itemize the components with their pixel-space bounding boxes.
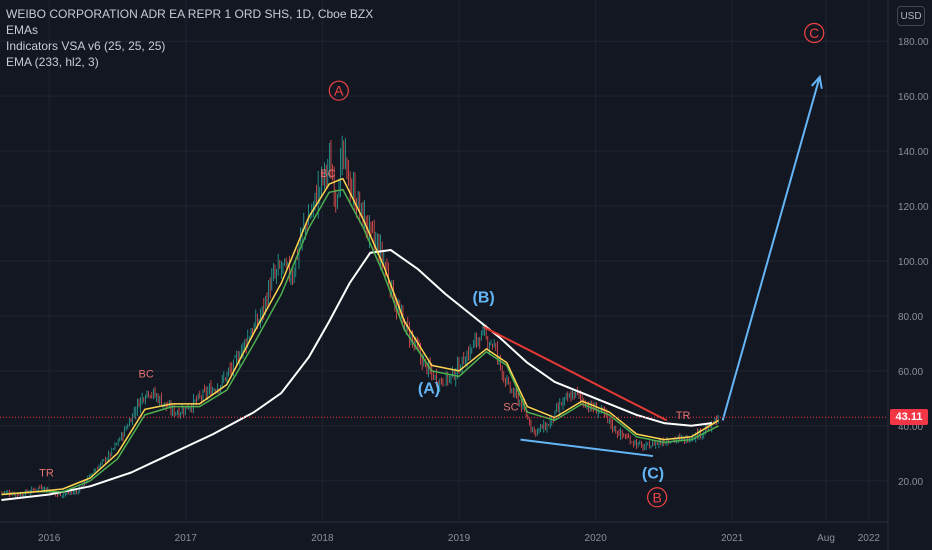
- x-tick-label: 2021: [721, 533, 744, 544]
- ema-line-ema-slow: [1, 177, 719, 496]
- wave-label-c: C: [809, 25, 819, 41]
- wave-label-blue: (A): [418, 380, 440, 397]
- time-axis[interactable]: 2016 2017 2018 2019 2020 2021 2022 Aug: [0, 521, 888, 544]
- currency-button[interactable]: USD: [897, 6, 925, 26]
- ema233-label[interactable]: EMA (233, hl2, 3): [6, 55, 99, 69]
- wave-label-b: B: [652, 489, 661, 505]
- candlesticks: [0, 135, 719, 499]
- y-tick-label: 120.00: [898, 202, 929, 213]
- chart-legend: WEIBO CORPORATION ADR EA REPR 1 ORD SHS,…: [6, 6, 373, 70]
- vsa-label: BC: [139, 369, 154, 381]
- grid-lines: [0, 0, 888, 522]
- x-tick-label: Aug: [817, 533, 835, 544]
- y-tick-label: 100.00: [898, 257, 929, 268]
- y-tick-label: 160.00: [898, 92, 929, 103]
- projection-arrow: [721, 76, 821, 421]
- wave-label-circle: [647, 487, 668, 508]
- y-tick-label: 180.00: [898, 37, 929, 48]
- wave-label-a: A: [334, 83, 344, 99]
- y-tick-label: 40.00: [898, 422, 923, 433]
- wave-label-blue: (B): [473, 290, 495, 307]
- y-tick-label: 80.00: [898, 312, 923, 323]
- vsa-label: BC: [320, 168, 335, 180]
- x-tick-label: 2017: [175, 533, 198, 544]
- x-tick-label: 2022: [858, 533, 881, 544]
- vsa-label: TR: [39, 468, 54, 480]
- x-tick-label: 2016: [38, 533, 61, 544]
- last-price-badge: 43.11: [890, 409, 928, 426]
- projection-arrow-head: [810, 74, 823, 89]
- vsa-label: SC: [503, 402, 518, 414]
- y-tick-label: 140.00: [898, 147, 929, 158]
- y-tick-label: 60.00: [898, 367, 923, 378]
- price-axis-panel: [888, 0, 932, 550]
- ema-line-ema-fast: [1, 188, 719, 496]
- x-tick-label: 2018: [311, 533, 334, 544]
- price-axis[interactable]: 20.00 40.00 60.00 80.00 100.00 120.00 140.00 16…: [887, 0, 932, 550]
- y-tick-label: 20.00: [898, 477, 923, 488]
- symbol-title[interactable]: WEIBO CORPORATION ADR EA REPR 1 ORD SHS,…: [6, 7, 374, 21]
- blue-support-line: [520, 438, 654, 458]
- ema-lines: [1, 177, 719, 501]
- x-tick-label: 2020: [585, 533, 608, 544]
- x-tick-label: 2019: [448, 533, 471, 544]
- wave-label-circle: [804, 22, 825, 44]
- drawings[interactable]: [483, 74, 823, 458]
- wave-label-blue: (C): [642, 466, 664, 483]
- emas-label[interactable]: EMAs: [6, 23, 39, 37]
- vsa-label: TR: [676, 410, 691, 422]
- ema-line-ema-233: [1, 249, 712, 501]
- wave-label-circle: [328, 80, 349, 101]
- red-trendline: [483, 326, 668, 422]
- vsa-indicator-label[interactable]: Indicators VSA v6 (25, 25, 25): [6, 39, 166, 53]
